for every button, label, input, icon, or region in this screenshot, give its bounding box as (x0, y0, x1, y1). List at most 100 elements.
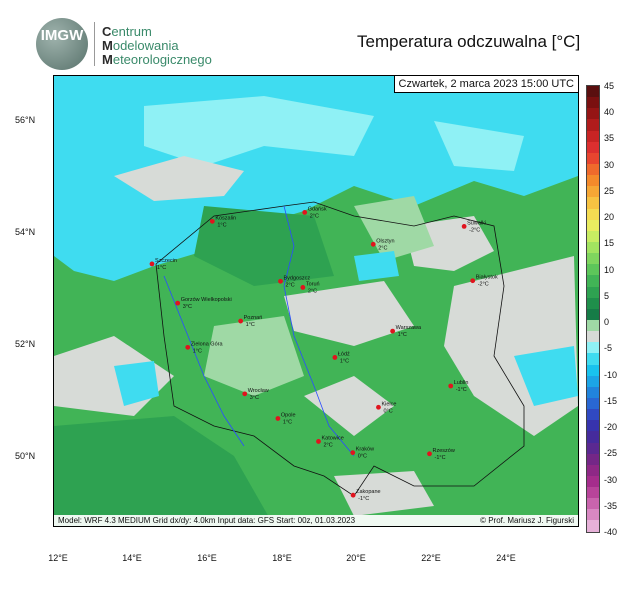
colorbar-segment (587, 186, 599, 198)
colorbar-tick-label: 15 (604, 238, 615, 249)
city-marker (238, 318, 244, 324)
light-cyan-region (144, 96, 374, 166)
org-line-3: Meteorologicznego (102, 52, 212, 67)
colorbar-segment (587, 319, 599, 332)
lat-label-56: 56°N (15, 115, 36, 125)
city-temp-label: 3°C (183, 304, 192, 310)
gray-region-1 (114, 156, 244, 201)
city-marker (278, 278, 283, 284)
city-temp-label: -2°C (478, 282, 489, 288)
colorbar-tick-label: -40 (604, 527, 618, 537)
cyan-patch-3 (354, 251, 399, 281)
header-divider (94, 22, 95, 66)
lat-label-52: 52°N (15, 339, 36, 349)
city-temp-label: 1°C (217, 222, 226, 228)
colorbar-segment (587, 409, 599, 421)
colorbar-segment (587, 141, 599, 153)
gray-region-3 (284, 281, 414, 346)
city-name-label: Lublin (454, 380, 469, 386)
city-marker (370, 241, 376, 247)
colorbar (586, 85, 600, 533)
city-marker (275, 416, 281, 421)
city-name-label: Koszalin (215, 215, 236, 221)
colorbar-segment (587, 509, 599, 521)
city-marker (209, 218, 215, 224)
colorbar-tick-label: 0 (604, 317, 610, 328)
city-temp-label: 2°C (308, 288, 317, 294)
colorbar-segment (587, 175, 599, 187)
map-footer: Model: WRF 4.3 MEDIUM Grid dx/dy: 4.0km … (54, 515, 578, 526)
city-marker (185, 344, 191, 350)
city-marker (350, 450, 356, 456)
city-name-label: Poznań (244, 315, 263, 321)
date-label: Czwartek, 2 marca 2023 15:00 UTC (393, 76, 578, 93)
city-temp-label: 1°C (283, 419, 292, 425)
city-temp-label: -2°C (469, 227, 480, 233)
colorbar-segment (587, 197, 599, 209)
org-line-2: Modelowania (102, 38, 179, 53)
logo-text: IMGW (40, 27, 84, 44)
colorbar-segment (587, 230, 599, 242)
city-temp-label: 0°C (383, 408, 392, 414)
city-name-label: Bydgoszcz (284, 275, 311, 281)
colorbar-tick-label: 5 (604, 290, 610, 301)
gray-region-7 (334, 471, 434, 516)
colorbar-segment (587, 475, 599, 488)
city-marker (302, 210, 308, 215)
poland-border (155, 201, 525, 497)
colorbar-segment (587, 520, 599, 532)
cyan-patch-1 (114, 361, 159, 406)
lon-label-20: 20°E (346, 553, 366, 563)
city-temp-label: 2°C (378, 245, 387, 251)
lat-label-50: 50°N (15, 451, 36, 461)
colorbar-segment (587, 342, 599, 354)
city-marker (350, 492, 356, 498)
city-name-label: Szczecin (155, 258, 177, 264)
colorbar-tick-label: -15 (604, 395, 618, 406)
colorbar-segment (587, 208, 599, 220)
colorbar-segment (587, 86, 599, 98)
colorbar-segment (587, 386, 599, 398)
colorbar-tick-label: -20 (604, 422, 618, 433)
lon-label-22: 22°E (421, 553, 441, 563)
city-marker (448, 383, 454, 389)
cyan-patch-2 (514, 346, 578, 406)
lon-label-18: 18°E (272, 553, 292, 563)
colorbar-segment (587, 152, 599, 164)
colorbar-segment (587, 108, 599, 120)
light-cyan-region-2 (434, 121, 524, 171)
colorbar-segment (587, 119, 599, 131)
colorbar-segment (587, 253, 599, 265)
colorbar-segment (587, 163, 599, 176)
light-green-region-1 (204, 316, 304, 396)
colorbar-segment (587, 453, 599, 465)
city-marker (242, 391, 248, 397)
city-marker (175, 300, 181, 306)
colorbar-segment (587, 130, 599, 142)
colorbar-tick-label: 25 (604, 185, 615, 196)
city-name-label: Wrocław (248, 388, 269, 394)
temperature-map: Koszalin 1°C Gdańsk 2°C Olsztyn 2°C Suwałki -2°… (53, 75, 579, 527)
colorbar-tick-label: -10 (604, 369, 618, 380)
colorbar-segment (587, 286, 599, 298)
map-canvas: Koszalin1°CGdańsk2°COlsztyn2°CSuwałki-2°… (54, 76, 578, 526)
colorbar-segment (587, 275, 599, 287)
colorbar-tick-label: -30 (604, 474, 618, 485)
dark-green-region-1 (54, 416, 274, 526)
city-temp-label: 2°C (323, 442, 332, 448)
colorbar-segment (587, 375, 599, 387)
colorbar-segment (587, 487, 599, 499)
city-temp-label: 1°C (398, 332, 407, 338)
colorbar-segment (587, 364, 599, 376)
colorbar-segment (587, 241, 599, 254)
org-line-1: Centrum (102, 24, 152, 39)
city-layer: Koszalin1°CGdańsk2°COlsztyn2°CSuwałki-2°… (149, 206, 498, 502)
colorbar-tick-label: -25 (604, 448, 618, 459)
city-name-label: Białystok (476, 275, 498, 281)
colorbar-segment (587, 498, 599, 510)
city-temp-label: -1°C (435, 455, 446, 461)
colorbar-segment (587, 97, 599, 109)
city-marker (376, 404, 381, 410)
city-marker (149, 261, 155, 267)
city-marker (390, 328, 396, 334)
